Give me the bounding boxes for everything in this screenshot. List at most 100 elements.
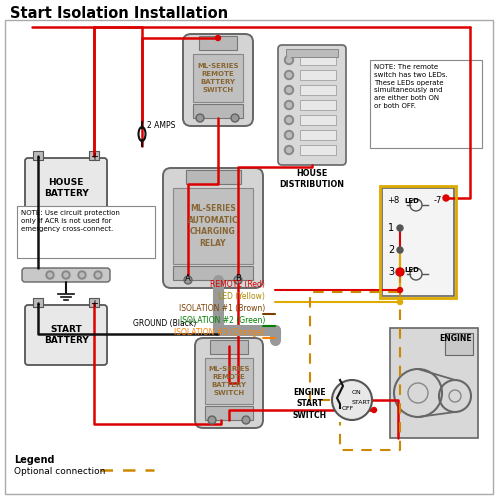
Circle shape [286, 58, 291, 62]
Text: ENGINE
START
SWITCH: ENGINE START SWITCH [293, 388, 327, 420]
Circle shape [286, 132, 291, 138]
FancyBboxPatch shape [22, 268, 110, 282]
Circle shape [231, 114, 239, 122]
Text: GROUND (Black): GROUND (Black) [133, 319, 196, 328]
Circle shape [372, 408, 376, 412]
Text: START: START [352, 400, 371, 404]
Text: ISOLATION #3 (Orange): ISOLATION #3 (Orange) [174, 328, 265, 337]
Circle shape [210, 418, 215, 422]
Circle shape [396, 268, 404, 276]
Bar [33, 298, 43, 307]
Bar [370, 60, 482, 148]
Text: ML-SERIES
REMOTE
BATTERY
SWITCH: ML-SERIES REMOTE BATTERY SWITCH [197, 64, 239, 92]
Circle shape [78, 271, 86, 279]
Circle shape [284, 146, 293, 154]
Text: Optional connection: Optional connection [14, 467, 106, 476]
Text: ML-SERIES
REMOTE
BATTERY
SWITCH: ML-SERIES REMOTE BATTERY SWITCH [208, 366, 250, 396]
Text: NOTE: The remote
switch has two LEDs.
These LEDs operate
simultaneously and
are : NOTE: The remote switch has two LEDs. Th… [374, 64, 448, 109]
Text: 1: 1 [388, 223, 394, 233]
Circle shape [48, 273, 52, 277]
Text: 2: 2 [388, 245, 394, 255]
Text: +: + [90, 299, 98, 309]
Circle shape [286, 118, 291, 122]
Circle shape [216, 36, 221, 41]
Text: -7: -7 [434, 196, 442, 205]
Circle shape [397, 247, 403, 253]
Text: ON: ON [351, 390, 361, 396]
Circle shape [94, 271, 102, 279]
Bar [89, 151, 99, 160]
Bar [193, 104, 243, 118]
Text: ISOLATION #1 (Brown): ISOLATION #1 (Brown) [179, 304, 265, 313]
Bar [205, 406, 253, 420]
Bar [286, 49, 338, 57]
Bar [300, 145, 336, 155]
Circle shape [46, 271, 54, 279]
Text: 3: 3 [388, 267, 394, 277]
Circle shape [196, 114, 204, 122]
Text: -: - [36, 152, 40, 162]
Circle shape [397, 269, 403, 275]
Circle shape [208, 416, 216, 424]
Bar [33, 151, 43, 160]
Bar [300, 100, 336, 110]
Text: ML-SERIES
AUTOMATIC
CHARGING
RELAY: ML-SERIES AUTOMATIC CHARGING RELAY [188, 204, 239, 248]
Text: Legend: Legend [14, 455, 54, 465]
Circle shape [284, 100, 293, 110]
Bar [382, 188, 454, 296]
Text: 2 AMPS: 2 AMPS [147, 122, 175, 130]
Circle shape [96, 273, 100, 277]
Circle shape [233, 116, 238, 120]
Circle shape [397, 225, 403, 231]
Circle shape [244, 418, 249, 422]
Circle shape [397, 288, 402, 292]
Bar [300, 85, 336, 95]
Bar [390, 328, 478, 438]
Bar [17, 206, 155, 258]
Circle shape [332, 380, 372, 420]
Bar [300, 130, 336, 140]
Text: LED: LED [404, 198, 419, 204]
Bar [210, 340, 248, 354]
Circle shape [62, 271, 70, 279]
Text: START
BATTERY: START BATTERY [44, 325, 88, 345]
Bar [380, 186, 456, 298]
FancyBboxPatch shape [25, 305, 107, 365]
Bar [173, 188, 253, 264]
Text: REMOTE (Red): REMOTE (Red) [210, 280, 265, 289]
Bar [173, 266, 253, 280]
Text: A: A [185, 274, 191, 283]
Text: OFF: OFF [342, 406, 354, 412]
Circle shape [286, 102, 291, 108]
Text: HOUSE
DISTRIBUTION: HOUSE DISTRIBUTION [279, 169, 345, 190]
Circle shape [284, 70, 293, 80]
Text: LED: LED [404, 267, 419, 273]
FancyBboxPatch shape [25, 158, 107, 218]
Circle shape [184, 276, 192, 284]
Circle shape [234, 276, 242, 284]
Circle shape [284, 86, 293, 94]
Text: B: B [235, 274, 241, 283]
Circle shape [236, 278, 241, 282]
Text: ISOLATION #2 (Green): ISOLATION #2 (Green) [180, 316, 265, 325]
Text: NOTE: Use circuit protection
only if ACR is not used for
emergency cross-connect: NOTE: Use circuit protection only if ACR… [21, 210, 120, 232]
Circle shape [80, 273, 84, 277]
Text: +8: +8 [387, 196, 399, 205]
Text: LED (Yellow): LED (Yellow) [218, 292, 265, 301]
Bar [193, 54, 243, 102]
FancyBboxPatch shape [183, 34, 253, 126]
Circle shape [242, 416, 250, 424]
Circle shape [284, 130, 293, 140]
Bar [300, 70, 336, 80]
Bar [89, 298, 99, 307]
Circle shape [284, 116, 293, 124]
Text: Start Isolation Installation: Start Isolation Installation [10, 6, 228, 21]
Text: -: - [36, 299, 40, 309]
Circle shape [397, 300, 402, 304]
Bar [300, 115, 336, 125]
Text: ENGINE: ENGINE [440, 334, 472, 343]
Bar [445, 333, 473, 355]
Circle shape [286, 88, 291, 92]
Circle shape [185, 278, 191, 282]
Bar [199, 36, 237, 50]
